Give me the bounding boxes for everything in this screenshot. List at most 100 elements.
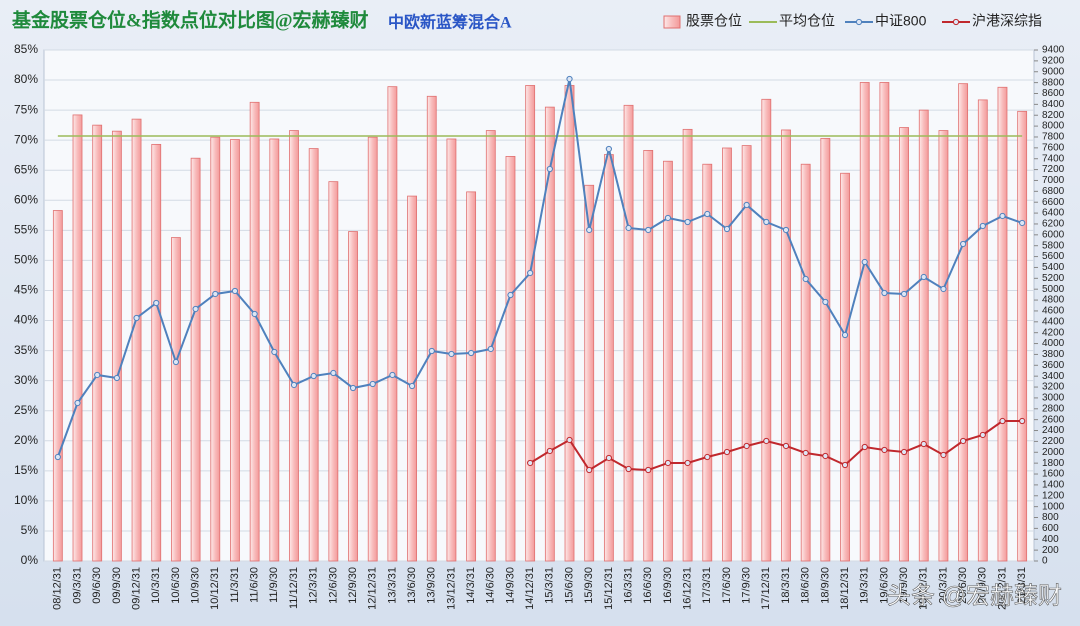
bar bbox=[722, 147, 732, 562]
point-marker bbox=[763, 218, 770, 226]
x-tick-label: 15/3/31 bbox=[544, 567, 556, 604]
y-tick-label: 5% bbox=[21, 523, 39, 537]
chart-subtitle: 中欧新蓝筹混合A bbox=[388, 13, 512, 32]
bar bbox=[800, 163, 811, 562]
y2-tick-label: 5000 bbox=[1042, 284, 1065, 295]
y2-tick-label: 1600 bbox=[1042, 469, 1065, 480]
y2-tick-label: 0 bbox=[1042, 556, 1048, 567]
bar bbox=[111, 130, 122, 562]
point-marker bbox=[822, 298, 829, 306]
point-marker bbox=[684, 218, 691, 226]
point-marker bbox=[763, 437, 770, 445]
point-marker bbox=[192, 305, 199, 313]
point-marker bbox=[586, 226, 593, 234]
bar bbox=[171, 237, 181, 562]
point-marker bbox=[920, 440, 927, 448]
point-marker bbox=[960, 240, 967, 248]
y-tick-label: 10% bbox=[14, 493, 38, 507]
point-marker bbox=[487, 345, 494, 353]
point-marker bbox=[881, 446, 888, 454]
x-tick-label: 16/6/30 bbox=[642, 567, 654, 604]
y2-tick-label: 7600 bbox=[1042, 142, 1065, 153]
x-tick-label: 19/12/31 bbox=[918, 567, 930, 610]
y2-tick-label: 8600 bbox=[1042, 88, 1065, 99]
bar bbox=[446, 138, 457, 562]
point-marker bbox=[1019, 417, 1026, 425]
legend-label: 沪港深综指 bbox=[972, 13, 1042, 29]
point-marker bbox=[566, 436, 573, 444]
x-tick-label: 09/9/30 bbox=[111, 567, 123, 604]
point-marker bbox=[1019, 219, 1026, 227]
legend: 股票仓位 平均仓位 中证800 沪港深综指 bbox=[663, 13, 1042, 29]
chart-title: 基金股票仓位&指数点位对比图@宏赫臻财 bbox=[11, 8, 369, 31]
x-tick-label: 18/9/30 bbox=[819, 567, 831, 604]
y2-tick-label: 5600 bbox=[1042, 251, 1065, 262]
point-marker bbox=[979, 431, 986, 439]
bar bbox=[840, 172, 850, 562]
y-tick-label: 55% bbox=[14, 223, 38, 237]
y2-tick-label: 9200 bbox=[1042, 56, 1065, 67]
point-marker bbox=[94, 371, 101, 379]
y2-tick-label: 4600 bbox=[1042, 306, 1065, 317]
y-tick-label: 30% bbox=[14, 373, 38, 387]
bar bbox=[210, 136, 221, 562]
bar bbox=[564, 85, 575, 562]
legend-marker bbox=[855, 18, 863, 26]
y2-tick-label: 2200 bbox=[1042, 436, 1065, 447]
point-marker bbox=[546, 165, 553, 173]
bar bbox=[899, 127, 909, 562]
bar bbox=[820, 137, 831, 562]
y-tick-label: 45% bbox=[14, 283, 38, 297]
y2-tick-label: 4400 bbox=[1042, 316, 1065, 327]
bar bbox=[623, 104, 634, 562]
point-marker bbox=[271, 348, 278, 356]
x-tick-label: 11/12/31 bbox=[288, 567, 300, 609]
y2-tick-label: 7400 bbox=[1042, 153, 1065, 164]
y2-tick-label: 4800 bbox=[1042, 295, 1065, 306]
legend-label: 平均仓位 bbox=[779, 13, 835, 29]
point-marker bbox=[251, 310, 258, 318]
bar bbox=[308, 148, 319, 562]
y2-tick-label: 7800 bbox=[1042, 132, 1065, 143]
point-marker bbox=[723, 448, 731, 456]
bar bbox=[505, 156, 516, 562]
bar bbox=[918, 109, 929, 562]
point-marker bbox=[113, 374, 120, 382]
point-marker bbox=[704, 210, 711, 218]
y2-tick-label: 3600 bbox=[1042, 360, 1065, 371]
point-marker bbox=[153, 299, 160, 307]
y2-tick-label: 600 bbox=[1042, 523, 1059, 534]
y-tick-label: 85% bbox=[14, 42, 38, 56]
x-tick-label: 14/9/30 bbox=[504, 567, 516, 604]
x-tick-label: 12/3/31 bbox=[308, 567, 320, 604]
point-marker bbox=[999, 417, 1006, 425]
y2-tick-label: 1200 bbox=[1042, 490, 1065, 501]
bar bbox=[977, 99, 988, 562]
y2-tick-label: 6400 bbox=[1042, 208, 1065, 219]
point-marker bbox=[743, 442, 750, 450]
y2-tick-label: 1400 bbox=[1042, 480, 1065, 491]
point-marker bbox=[605, 145, 612, 153]
y-tick-label: 75% bbox=[14, 102, 38, 116]
y2-tick-label: 3200 bbox=[1042, 382, 1065, 393]
point-marker bbox=[684, 459, 691, 467]
x-tick-label: 10/3/31 bbox=[150, 567, 162, 604]
y2-tick-label: 5800 bbox=[1042, 240, 1065, 251]
point-marker bbox=[841, 331, 849, 339]
bar bbox=[485, 130, 496, 562]
point-marker bbox=[940, 451, 947, 459]
x-tick-label: 14/6/30 bbox=[485, 567, 497, 604]
x-tick-label: 20/3/31 bbox=[937, 567, 949, 604]
y2-tick-label: 5400 bbox=[1042, 262, 1065, 273]
point-marker bbox=[940, 285, 947, 293]
point-marker bbox=[645, 466, 652, 474]
bar bbox=[131, 118, 142, 562]
point-marker bbox=[566, 75, 573, 83]
x-tick-label: 13/3/31 bbox=[386, 567, 398, 604]
x-tick-label: 16/9/30 bbox=[662, 567, 674, 604]
x-tick-label: 10/12/31 bbox=[209, 567, 221, 610]
y2-tick-label: 7200 bbox=[1042, 164, 1065, 175]
bar bbox=[249, 101, 260, 562]
y2-tick-label: 1000 bbox=[1042, 501, 1065, 512]
bar bbox=[525, 85, 536, 562]
